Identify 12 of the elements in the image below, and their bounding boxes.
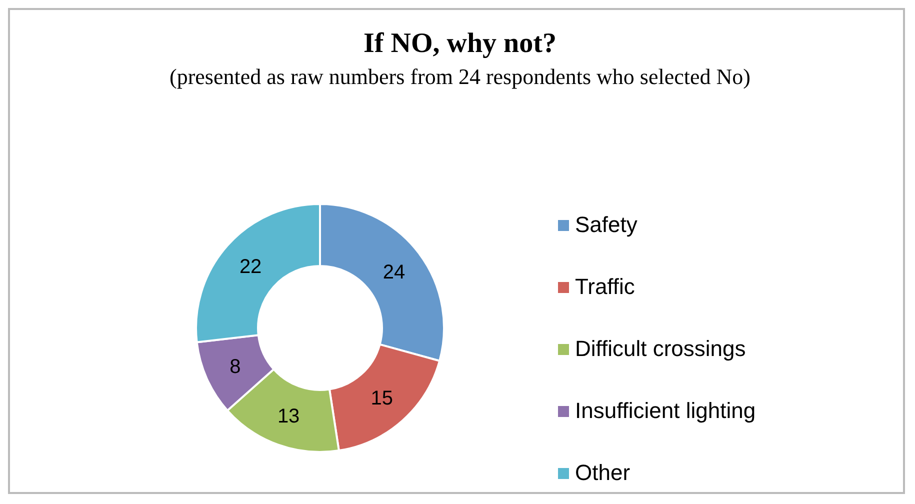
chart-subtitle: (presented as raw numbers from 24 respondents who selected No)	[168, 64, 752, 90]
legend-label: Difficult crossings	[575, 336, 746, 362]
legend-label: Safety	[575, 212, 638, 238]
legend-label: Other	[575, 460, 630, 486]
legend-label: Insufficient lighting	[575, 398, 756, 424]
data-label: 8	[230, 356, 241, 378]
chart-title: If NO, why not?	[362, 28, 558, 60]
data-label: 22	[239, 256, 262, 278]
legend-label: Traffic	[575, 274, 635, 300]
data-label: 24	[382, 262, 406, 284]
data-label: 13	[277, 406, 300, 428]
data-label: 15	[370, 388, 393, 410]
